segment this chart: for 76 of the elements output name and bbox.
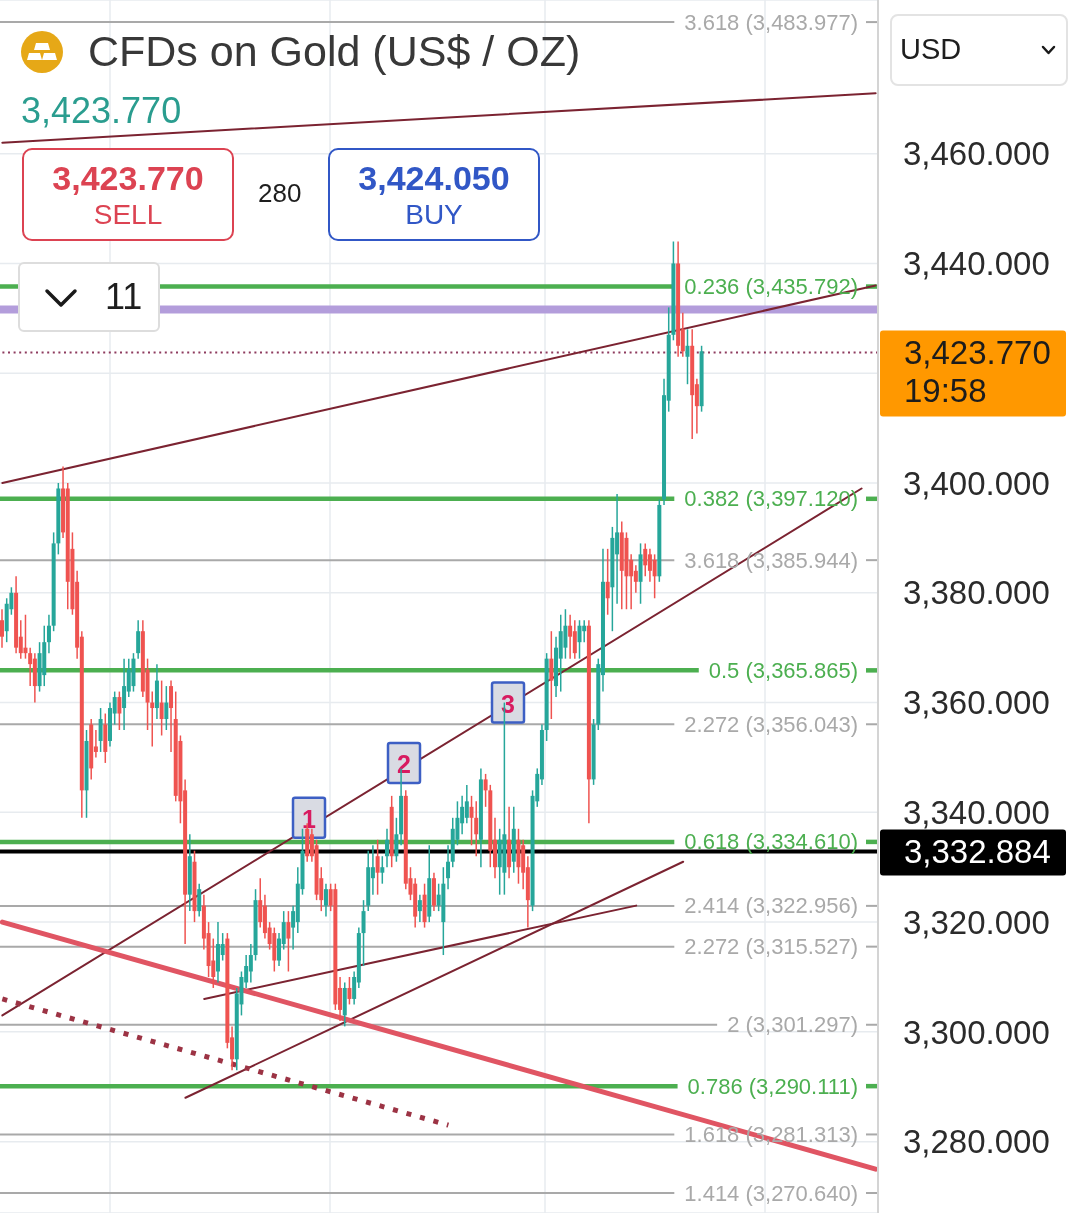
candlestick — [117, 690, 122, 731]
annotation: 280 — [258, 178, 302, 208]
candlestick — [483, 773, 488, 808]
candlestick — [652, 553, 657, 600]
y-tick-label: 3,380.000 — [903, 574, 1050, 612]
candlestick — [98, 707, 103, 753]
ref-line-label: 3,423.770 — [904, 334, 1051, 372]
candlestick — [582, 619, 587, 643]
candlestick — [464, 784, 469, 825]
ref-line-label: 3,332.884 — [904, 832, 1051, 870]
candlestick — [211, 937, 216, 989]
candlestick — [23, 613, 28, 660]
text: 19:58 — [904, 372, 987, 410]
candlestick — [417, 893, 422, 923]
candlestick — [568, 613, 573, 660]
candlestick — [375, 839, 380, 896]
sell-button: 3,423.770 SELL — [22, 148, 234, 241]
candlestick — [474, 800, 479, 857]
ref-line-label: 0.5 (3,365.865) — [708, 657, 858, 683]
candlestick — [572, 619, 577, 660]
candlestick — [380, 855, 385, 885]
ref-line-label: 0.618 (3,334.610) — [684, 829, 858, 855]
annotation: 3,424.050 — [358, 157, 510, 198]
candlestick — [633, 564, 638, 594]
annotation: BUY — [405, 197, 463, 232]
annotation: SELL — [93, 197, 163, 232]
text: USD — [900, 32, 962, 67]
ref-line-label: 2.272 (3,315.527) — [684, 934, 858, 960]
annotation: 11 — [105, 276, 143, 318]
ref-line-label: 1.414 (3,270.640) — [684, 1180, 858, 1206]
candlestick — [347, 976, 352, 1006]
ref-line-label: 0.236 (3,435.792) — [684, 274, 858, 300]
candlestick — [159, 679, 164, 737]
ref-line-label: 3.618 (3,483.977) — [684, 9, 858, 35]
text: 3,423.770 — [21, 90, 182, 132]
y-tick-label: 3,340.000 — [903, 794, 1050, 832]
candlestick — [549, 630, 554, 720]
y-tick-label: 3,360.000 — [903, 684, 1050, 722]
y-tick-label: 3,440.000 — [903, 245, 1050, 283]
y-tick-label: 3,280.000 — [903, 1123, 1050, 1161]
ref-line-label: 2.272 (3,356.043) — [684, 711, 858, 737]
y-tick-label: 3,300.000 — [903, 1013, 1050, 1051]
annotation: 2 — [397, 749, 411, 778]
ref-line-label: 0.786 (3,290.111) — [687, 1073, 858, 1099]
candlestick — [0, 608, 4, 649]
candlestick — [197, 882, 202, 918]
y-tick-label: 3,460.000 — [903, 135, 1050, 173]
candlestick — [248, 943, 253, 984]
candlestick — [323, 882, 328, 918]
candlestick — [258, 877, 263, 929]
ref-line-label: 3.618 (3,385.944) — [684, 547, 858, 573]
y-tick-label: 3,320.000 — [903, 903, 1050, 941]
annotation: 3 — [501, 689, 515, 718]
candlestick — [169, 679, 174, 753]
candlestick — [361, 899, 366, 967]
candlestick — [46, 613, 51, 654]
candlestick — [446, 844, 451, 890]
candlestick — [394, 817, 399, 863]
buy-button: 3,424.050 BUY — [328, 148, 540, 241]
ref-line-label: 2 (3,301.297) — [727, 1012, 858, 1038]
candlestick — [286, 910, 291, 973]
candlestick — [577, 619, 582, 660]
annotation: 3,423.770 — [52, 157, 204, 198]
candlestick — [122, 657, 127, 731]
ref-line-label: 2.414 (3,322.956) — [684, 893, 858, 919]
candlestick — [685, 328, 690, 385]
candlestick — [164, 685, 169, 731]
text: CFDs on Gold (US$ / OZ) — [88, 26, 581, 77]
y-tick-label: 3,400.000 — [903, 464, 1050, 502]
candlestick — [28, 646, 33, 687]
candlestick — [605, 548, 610, 616]
candlestick — [643, 542, 648, 578]
annotation: 1 — [302, 804, 317, 833]
candlestick — [136, 619, 141, 660]
candlestick — [563, 608, 568, 660]
candlestick — [385, 828, 390, 868]
